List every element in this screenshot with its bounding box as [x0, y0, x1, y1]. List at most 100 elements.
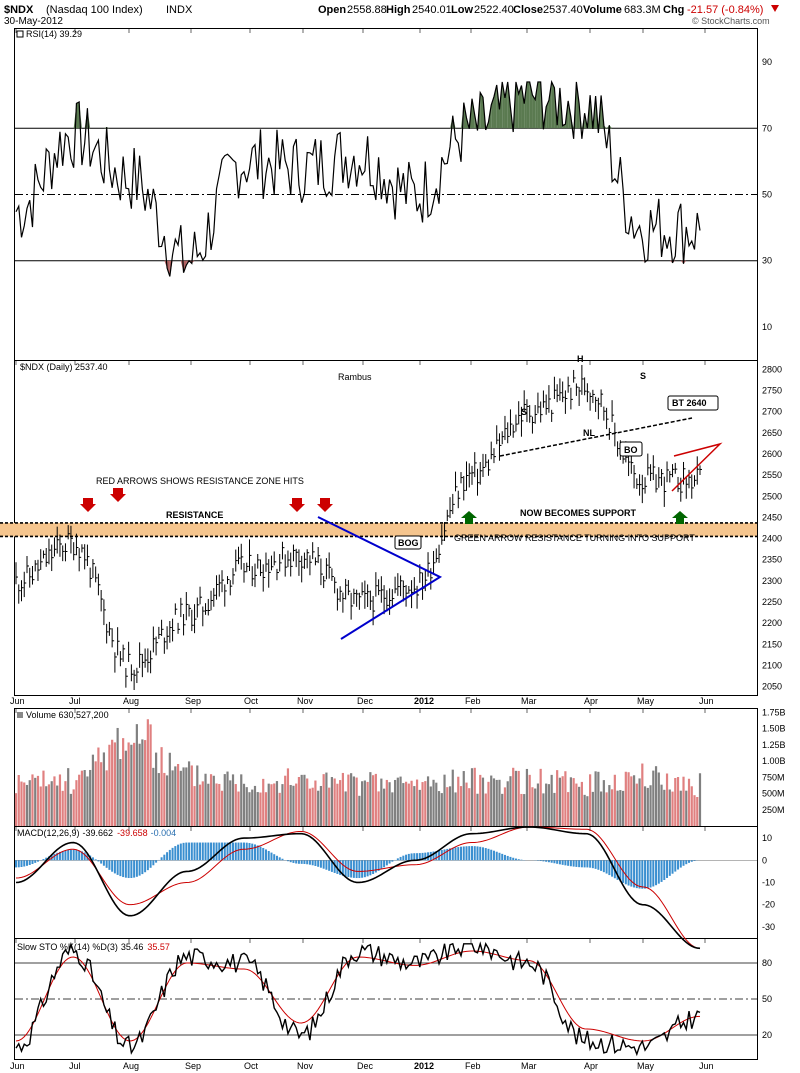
- macd-histogram-bar: [215, 842, 218, 861]
- rsi-legend-text: RSI(14) 39.29: [26, 29, 82, 39]
- macd-histogram-bar: [418, 853, 421, 861]
- volume-bar: [14, 793, 18, 826]
- x-axis-month-label: Jul: [69, 1061, 81, 1071]
- volume-bar: [75, 780, 78, 826]
- volume-bar: [133, 742, 136, 826]
- volume-bar: [275, 781, 279, 826]
- macd-histogram-bar: [465, 846, 468, 861]
- volume-bar: [53, 776, 56, 826]
- volume-bar: [355, 777, 358, 826]
- volume-bar: [146, 719, 149, 826]
- volume-bar: [556, 770, 559, 826]
- rsi-legend: RSI(14) 39.29: [16, 29, 82, 39]
- volume-bar: [605, 792, 608, 826]
- volume-bar: [182, 767, 185, 826]
- volume-bar: [693, 795, 696, 826]
- macd-histogram-bar: [83, 852, 86, 861]
- volume-bar: [520, 793, 523, 826]
- volume-bar: [616, 790, 619, 826]
- macd-histogram-bar: [481, 847, 484, 861]
- volume-bar: [339, 780, 342, 826]
- volume-bar: [613, 774, 616, 826]
- rsi-overbought-fill: [480, 92, 483, 129]
- x-axis-month-label: Nov: [297, 1061, 314, 1071]
- macd-histogram-bar: [358, 860, 361, 879]
- macd-histogram-bar: [179, 843, 182, 861]
- volume-bar: [668, 789, 671, 826]
- macd-histogram-bar: [119, 860, 122, 877]
- macd-histogram-bar: [223, 842, 226, 861]
- volume-bar: [361, 781, 364, 826]
- volume-bar: [303, 774, 306, 826]
- volume-bar: [674, 777, 677, 826]
- price-legend-text: $NDX (Daily) 2537.40: [20, 362, 108, 372]
- volume-bar: [462, 771, 465, 826]
- volume-bar: [237, 791, 240, 826]
- volume-bar: [597, 771, 600, 826]
- macd-histogram-bar: [243, 842, 245, 861]
- volume-bar: [80, 770, 84, 826]
- macd-histogram-bar: [396, 858, 399, 861]
- volume-bar: [317, 790, 320, 826]
- macd-histogram-bar: [355, 860, 358, 879]
- macd-histogram-bar: [473, 846, 476, 861]
- macd-histogram-bar: [476, 846, 479, 861]
- rsi-overbought-fill: [76, 101, 80, 129]
- macd-line: [15, 826, 701, 950]
- volume-bar: [468, 788, 471, 826]
- volume-bar: [149, 724, 152, 826]
- macd-histogram-bar: [374, 860, 377, 873]
- rsi-overbought-fill: [518, 85, 522, 129]
- price-legend: $NDX (Daily) 2537.40: [20, 362, 108, 372]
- macd-histogram-bar: [644, 860, 647, 889]
- stochastic-d-line: [15, 950, 701, 1042]
- macd-histogram-bar: [144, 860, 147, 873]
- stochastic-legend-text: Slow STO %K(14) %D(3) 35.46 35.57: [17, 942, 170, 952]
- macd-histogram-bar: [72, 849, 75, 861]
- volume-bar: [176, 763, 180, 826]
- volume-bar: [119, 759, 122, 826]
- macd-histogram-bar: [413, 853, 416, 861]
- volume-bar: [385, 779, 388, 826]
- volume-bar: [36, 775, 40, 826]
- macd-histogram-bar: [416, 853, 419, 861]
- macd-histogram-bar: [424, 852, 427, 861]
- volume-bar: [174, 766, 177, 826]
- macd-histogram-bar: [468, 846, 471, 861]
- s-right-label: S: [640, 371, 646, 381]
- volume-bar: [484, 793, 487, 826]
- macd-histogram-bar: [586, 860, 589, 868]
- red-arrow-icon: [317, 498, 333, 512]
- x-axis-month-label: Jun: [10, 696, 25, 706]
- macd-histogram-bar: [339, 860, 342, 875]
- red-arrow-icon: [80, 498, 96, 512]
- volume-bar: [67, 768, 70, 826]
- symbol-name: (Nasdaq 100 Index): [46, 4, 143, 16]
- open-label: Open: [318, 4, 346, 16]
- macd-histogram-bar: [45, 857, 48, 861]
- macd-histogram-bar: [253, 844, 256, 861]
- volume-bar: [102, 752, 106, 826]
- macd-plot: -30 -20 -10 0 10: [15, 826, 775, 950]
- macd-histogram-bar: [229, 842, 232, 861]
- rsi-plot: 10 30 50 70 90: [15, 57, 772, 332]
- macd-histogram-bar: [646, 860, 649, 889]
- volume-bar: [396, 777, 399, 826]
- volume-bar: [380, 778, 383, 826]
- rsi-overbought-fill: [504, 81, 508, 129]
- macd-histogram-bar: [207, 842, 210, 861]
- close-value: 2537.40: [543, 4, 583, 16]
- volume-bar: [498, 779, 501, 826]
- macd-histogram-bar: [135, 860, 138, 877]
- macd-histogram-bar: [108, 860, 111, 870]
- volume-bar: [696, 796, 699, 826]
- volume-bar: [679, 790, 682, 826]
- bo-box: [619, 441, 643, 457]
- price-y-tick: 2350: [762, 555, 782, 565]
- volume-bar: [39, 786, 42, 826]
- volume-bar: [624, 771, 627, 826]
- price-y-tick: 2100: [762, 660, 782, 670]
- rsi-overbought-fill: [524, 81, 527, 129]
- macd-histogram-bar: [655, 860, 658, 886]
- rsi-overbought-fill: [106, 127, 110, 129]
